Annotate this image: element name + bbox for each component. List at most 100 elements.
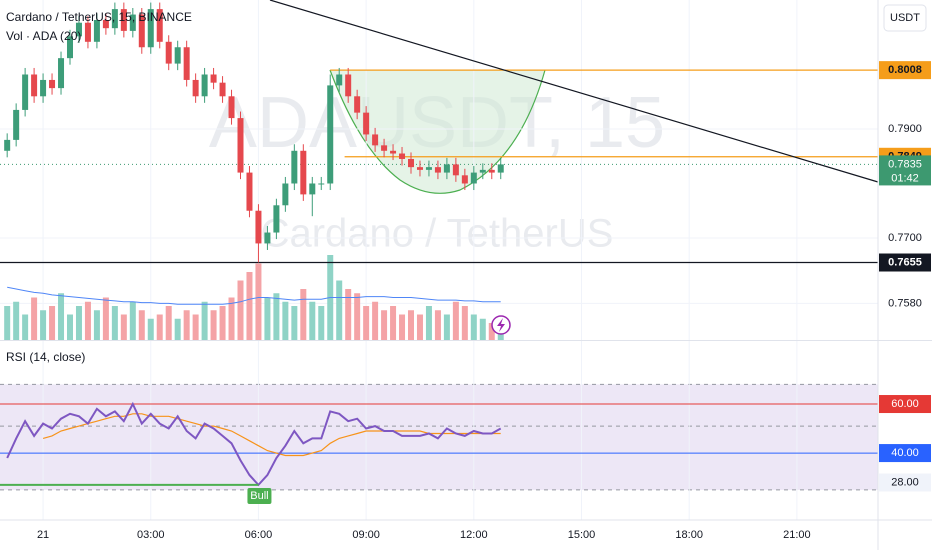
volume-bar xyxy=(210,310,217,340)
volume-label: Vol · ADA (20) xyxy=(6,29,81,43)
price-level-tag xyxy=(879,253,931,272)
candle-body xyxy=(461,175,468,184)
rsi-label: RSI (14, close) xyxy=(6,350,85,364)
candle-body xyxy=(255,210,262,244)
candle-body xyxy=(452,164,459,176)
volume-bar xyxy=(93,310,100,340)
candle-body xyxy=(363,112,370,135)
candle-body xyxy=(58,58,65,89)
candle-body xyxy=(49,79,56,89)
volume-bar xyxy=(399,314,406,340)
rsi-level-label: 40.00 xyxy=(891,447,919,459)
divergence-label: Bull xyxy=(250,490,268,502)
rsi-level-tag xyxy=(879,395,931,414)
candle-body xyxy=(129,14,136,31)
candle-body xyxy=(210,74,217,83)
candle-body xyxy=(165,41,172,64)
candle-body xyxy=(111,9,118,29)
volume-bar xyxy=(318,306,325,340)
volume-bar xyxy=(390,306,397,340)
volume-bar xyxy=(174,318,181,340)
candle-body xyxy=(264,232,271,244)
volume-bar xyxy=(479,318,486,340)
candle-body xyxy=(120,9,127,31)
rsi-tick-label: 28.00 xyxy=(891,476,919,488)
volume-bar xyxy=(183,310,190,340)
rsi-tick-tag xyxy=(879,473,931,492)
currency: USDT xyxy=(890,12,920,24)
volume-bar xyxy=(49,306,56,340)
volume-bar xyxy=(102,297,109,340)
candle-body xyxy=(273,205,280,233)
volume-bar xyxy=(309,301,316,340)
volume-bar xyxy=(291,306,298,340)
volume-bar xyxy=(443,314,450,340)
candle-body xyxy=(138,14,145,48)
candle-body xyxy=(470,172,477,184)
candle-body xyxy=(102,20,109,29)
rsi-level-label: 60.00 xyxy=(891,398,919,410)
volume-bar xyxy=(219,306,226,340)
divergence-tag xyxy=(247,487,272,504)
candle-body xyxy=(147,9,154,48)
candle-body xyxy=(22,74,29,110)
countdown: 01:42 xyxy=(891,172,919,184)
volume-bar xyxy=(452,301,459,340)
candle-body xyxy=(201,74,208,97)
x-tick-label: 18:00 xyxy=(675,529,703,541)
candle-body xyxy=(84,22,91,42)
price-level-label: 0.8008 xyxy=(888,64,922,76)
volume-bar xyxy=(434,310,441,340)
candle-body xyxy=(479,169,486,173)
volume-bar xyxy=(66,314,73,340)
volume-bar xyxy=(13,301,20,340)
volume-bar xyxy=(58,293,65,340)
volume-bar xyxy=(201,301,208,340)
candle-body xyxy=(246,172,253,211)
y-tick-label: 0.7900 xyxy=(888,123,922,135)
time-axis xyxy=(0,520,932,550)
y-tick-label: 0.7700 xyxy=(888,232,922,244)
candle-body xyxy=(192,79,199,97)
candle-body xyxy=(345,74,352,97)
volume-bar xyxy=(416,314,423,340)
candle-body xyxy=(174,47,181,64)
candle-body xyxy=(156,9,163,42)
candle-body xyxy=(443,164,450,173)
plot-layer xyxy=(0,0,878,520)
candle-body xyxy=(75,22,82,37)
x-tick-label: 21:00 xyxy=(783,529,811,541)
overlay-layer: 21 03:00 06:00 09:00 12:00 15:00 18:00 21:00 0.7… xyxy=(37,61,931,541)
candle-body xyxy=(4,139,11,151)
candle-body xyxy=(93,20,100,42)
candle-body xyxy=(318,183,325,185)
volume-bar xyxy=(75,306,82,340)
volume-bar xyxy=(40,310,47,340)
candle-body xyxy=(399,153,406,159)
x-tick-label: 03:00 xyxy=(137,529,165,541)
candle-body xyxy=(219,82,226,97)
volume-bar xyxy=(228,297,235,340)
volume-bar xyxy=(147,318,154,340)
volume-ma-line xyxy=(7,286,501,305)
candle-body xyxy=(237,118,244,173)
candle-body xyxy=(497,164,504,173)
cup-fill xyxy=(330,70,545,194)
candle-body xyxy=(327,85,334,184)
candle-body xyxy=(31,74,38,97)
volume-bar xyxy=(273,293,280,340)
volume-bar xyxy=(138,310,145,340)
price-level-tag xyxy=(879,61,931,80)
x-tick-label: 09:00 xyxy=(352,529,380,541)
volume-bar xyxy=(425,306,432,340)
candle-body xyxy=(183,47,190,80)
candle-body xyxy=(282,183,289,206)
candle-body xyxy=(488,169,495,173)
volume-bar xyxy=(282,301,289,340)
volume-bar xyxy=(84,301,91,340)
price-axis xyxy=(878,0,932,550)
last-price-tag xyxy=(879,155,931,186)
volume-bar xyxy=(336,280,343,340)
volume-bar xyxy=(408,310,415,340)
